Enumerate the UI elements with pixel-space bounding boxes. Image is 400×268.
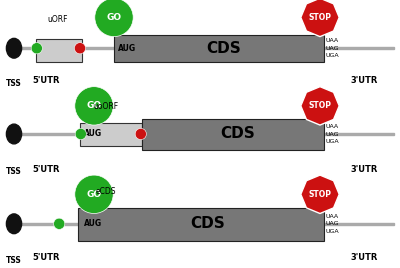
Bar [114,35,324,62]
Polygon shape [301,87,339,125]
Text: 3'UTR: 3'UTR [350,76,378,85]
FancyArrow shape [14,133,394,135]
Text: GO: GO [86,101,102,110]
Text: UAA: UAA [326,214,339,219]
Text: UAG: UAG [326,221,339,226]
Ellipse shape [6,124,22,144]
Text: UAG: UAG [326,46,339,51]
Text: TSS: TSS [6,168,22,177]
Text: TSS: TSS [6,79,22,88]
Text: 3'UTR: 3'UTR [350,165,378,174]
Bar [36,39,82,62]
FancyArrow shape [14,223,394,225]
Text: UGA: UGA [326,53,339,58]
Text: STOP: STOP [308,101,332,110]
Text: UAG: UAG [326,132,339,136]
Ellipse shape [135,128,146,140]
Ellipse shape [6,214,22,234]
Text: STOP: STOP [308,190,332,199]
Bar [142,119,324,150]
Text: eCDS: eCDS [96,187,116,196]
Text: 5'UTR: 5'UTR [32,76,60,85]
Text: CDS: CDS [221,126,255,142]
Text: UGA: UGA [326,139,339,144]
Text: STOP: STOP [308,13,332,22]
Text: UAA: UAA [326,124,339,129]
Text: GO: GO [106,13,122,22]
Ellipse shape [75,87,113,125]
Ellipse shape [95,0,133,37]
Bar [78,208,324,241]
Text: AUG: AUG [118,44,136,53]
Text: UGA: UGA [326,229,339,234]
Polygon shape [301,175,339,214]
Text: 3'UTR: 3'UTR [350,253,378,262]
Text: UAA: UAA [326,38,339,43]
Text: uoORF: uoORF [94,102,118,111]
Text: GO: GO [86,190,102,199]
Text: CDS: CDS [191,216,225,231]
Text: AUG: AUG [84,129,102,139]
Bar [80,123,142,146]
Ellipse shape [74,43,86,54]
Text: 5'UTR: 5'UTR [32,253,60,262]
Ellipse shape [75,128,86,140]
Text: AUG: AUG [84,219,102,228]
Polygon shape [301,0,339,37]
Text: CDS: CDS [207,41,241,56]
Ellipse shape [6,38,22,58]
Text: 5'UTR: 5'UTR [32,165,60,174]
Text: TSS: TSS [6,256,22,265]
Ellipse shape [75,175,113,214]
Ellipse shape [31,43,42,54]
FancyArrow shape [14,47,394,49]
Text: uORF: uORF [48,15,68,24]
Ellipse shape [54,218,65,229]
